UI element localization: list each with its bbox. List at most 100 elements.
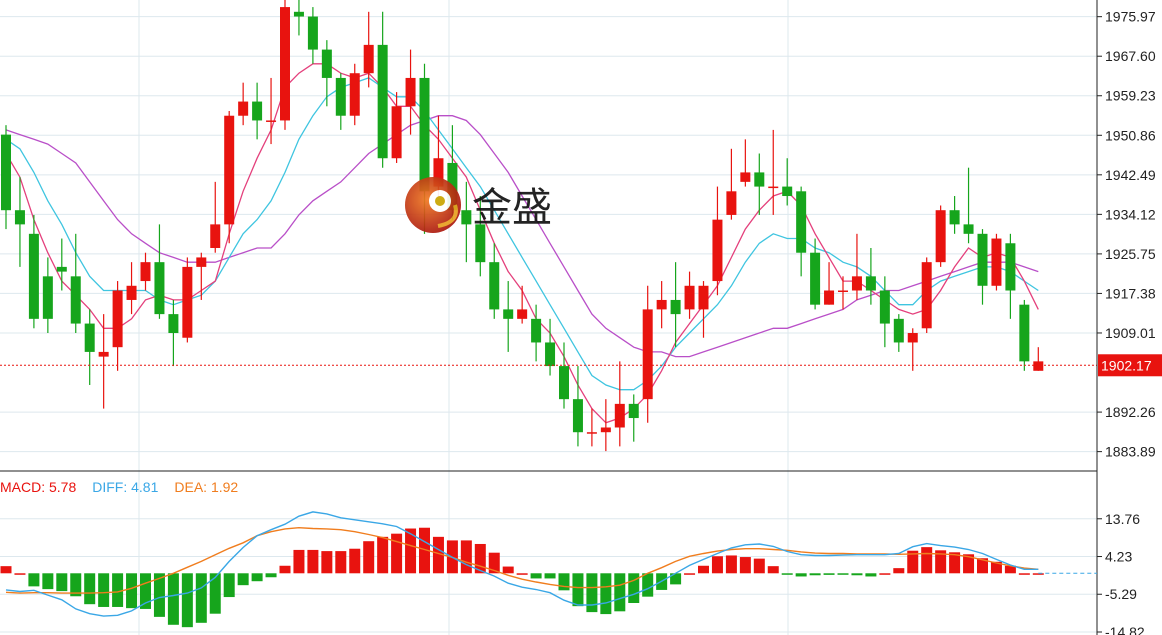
price-tick-label: 1909.01 [1105,325,1156,341]
macd-bar [698,565,709,574]
candle [266,77,277,145]
candle-body [349,73,360,116]
macd-bar [516,573,528,575]
ma-slow-line [5,115,1039,358]
macd-bar [181,573,193,628]
candle [559,342,569,409]
macd-diff-line [5,511,1039,617]
candle [935,205,946,267]
candle [182,257,193,343]
candle [517,285,528,324]
candle-body [196,257,207,267]
candle [572,366,583,447]
candle [210,181,221,253]
candle [293,0,304,36]
candle-body [1005,243,1016,291]
last-price-tag [1098,354,1162,377]
candle-body [1,134,11,211]
candle [503,281,514,352]
macd-bar [335,551,347,574]
candle-body [935,210,946,263]
macd-bar [767,566,779,574]
candle [754,153,765,215]
candle [14,177,25,267]
candle-body [252,101,263,121]
macd-bar [391,533,403,574]
candle [1033,347,1044,371]
candle [154,224,165,319]
ma-fast-line [5,63,1039,424]
macd-bar [419,527,430,574]
macd-tick-label: -5.29 [1105,586,1137,602]
macd-tick-label: 13.76 [1105,511,1140,527]
candle [56,238,67,291]
macd-bar [14,573,26,575]
candle-body [433,158,444,187]
macd-bar [530,573,542,579]
macd-bar [167,573,179,625]
candle-body [489,262,500,310]
candle-body [210,224,221,248]
macd-bar [851,573,863,576]
candle-body [768,186,779,189]
candle [335,73,346,130]
macd-bar [321,551,333,574]
price-tick-label: 1934.12 [1105,206,1156,222]
macd-bar [865,573,877,577]
candle-body [921,262,932,329]
candle-body [503,309,514,319]
candle [810,238,821,310]
candle [879,276,890,348]
last-price-label: 1902.17 [1101,357,1152,373]
candle [70,233,81,334]
macd-bar [628,573,640,604]
macd-bar [279,565,291,574]
candle [461,181,472,263]
candle [1,125,11,230]
candle [740,139,751,187]
candle-body [154,262,165,315]
candle [698,281,709,338]
candle-body [377,44,388,159]
candle [224,111,235,244]
candle-body [949,210,960,225]
macd-bar [28,573,40,587]
macd-bar [42,573,54,590]
macd-bar [990,561,1002,574]
macd-bar [949,552,961,574]
macd-bar [907,550,919,574]
candle-body [224,115,235,225]
candle-body [712,219,723,282]
candle-body [84,323,95,352]
candle [893,314,904,352]
macd-bar [781,573,793,575]
candle-body [42,276,53,319]
macd-bar [725,555,737,574]
price-tick-label: 1975.97 [1105,9,1156,25]
macd-bar [977,558,988,574]
candle-body [70,276,81,324]
candle-body [14,210,25,225]
macd-bar [502,566,514,574]
macd-bar [251,573,263,582]
candle [712,186,723,296]
candle-body [56,266,67,272]
ma-mid-line [5,77,1039,391]
macd-tick-label: 4.23 [1105,549,1132,565]
price-tick-label: 1925.75 [1105,246,1156,262]
candle-body [824,290,835,305]
candle [838,276,848,310]
candle-body [140,262,151,282]
macd-bar [837,573,849,575]
logo-icon-swoosh [437,204,458,228]
candle [949,196,960,234]
candle-body [893,318,904,343]
candle [140,252,151,291]
candle-body [851,276,862,291]
candle [726,148,737,220]
price-axis: 1975.97 1967.60 1959.23 1950.86 1942.49 1934.… [1097,9,1156,460]
candle [963,167,974,244]
candle [405,49,416,135]
macd-bar [223,573,235,598]
